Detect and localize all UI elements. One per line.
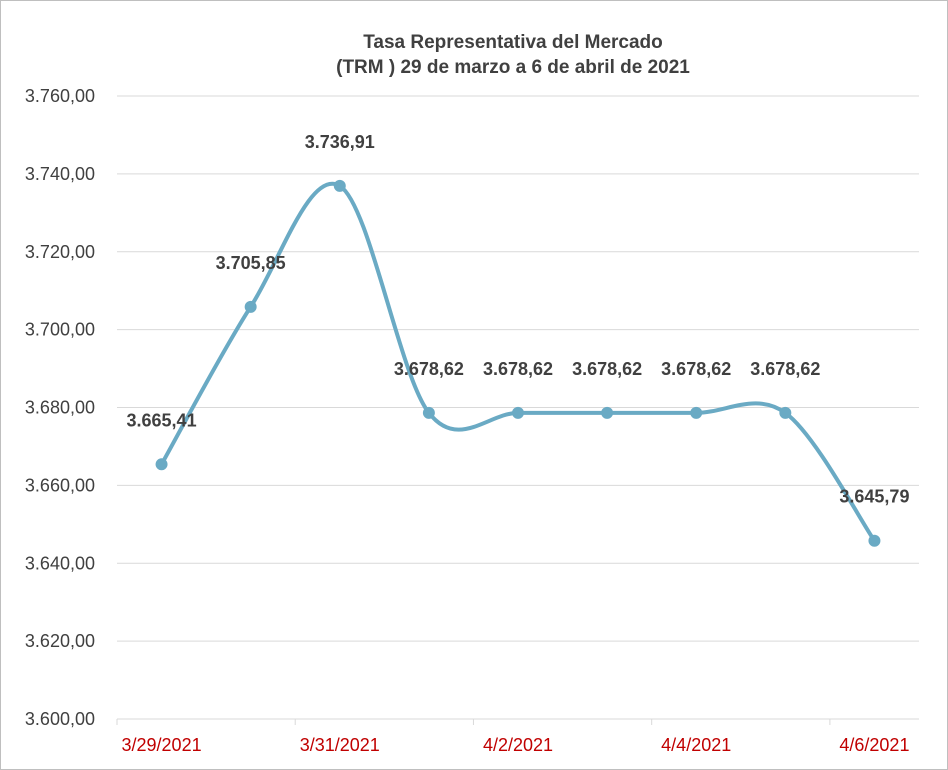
y-axis: 3.600,00 3.620,00 3.640,00 3.660,00 3.680,00… xyxy=(25,86,95,729)
y-tick-label: 3.720,00 xyxy=(25,242,95,262)
data-point xyxy=(333,179,346,192)
y-tick-label: 3.680,00 xyxy=(25,398,95,418)
x-tick-label: 3/31/2021 xyxy=(300,735,380,755)
grid-lines xyxy=(117,95,919,642)
data-label: 3.678,62 xyxy=(572,359,642,379)
data-point xyxy=(512,406,524,419)
x-tick-label: 3/29/2021 xyxy=(122,735,202,755)
data-point xyxy=(868,534,881,547)
y-tick-label: 3.620,00 xyxy=(25,631,95,651)
data-point xyxy=(601,406,614,419)
data-point xyxy=(244,300,257,313)
y-tick-label: 3.700,00 xyxy=(25,320,95,340)
data-point xyxy=(779,406,792,419)
chart-subtitle: (TRM ) 29 de marzo a 6 de abril de 2021 xyxy=(336,57,690,78)
y-tick-label: 3.640,00 xyxy=(25,553,95,573)
data-label: 3.645,79 xyxy=(839,487,909,507)
series-line xyxy=(159,181,877,543)
data-label: 3.678,62 xyxy=(483,359,553,379)
data-point xyxy=(690,406,703,419)
data-labels: 3.665,41 3.705,85 3.736,91 3.678,62 3.678,62… xyxy=(127,132,910,507)
y-tick-label: 3.660,00 xyxy=(25,475,95,495)
data-label: 3.665,41 xyxy=(127,410,197,430)
data-label: 3.678,62 xyxy=(661,359,731,379)
chart-title: Tasa Representativa del Mercado xyxy=(363,32,663,53)
data-point xyxy=(155,458,168,471)
data-points xyxy=(155,179,881,547)
x-tick-label: 4/2/2021 xyxy=(483,735,553,755)
data-label: 3.705,85 xyxy=(216,253,286,273)
data-label: 3.736,91 xyxy=(305,132,375,152)
y-tick-label: 3.740,00 xyxy=(25,164,95,184)
trm-series-line xyxy=(159,181,877,543)
data-label: 3.678,62 xyxy=(750,359,820,379)
data-point xyxy=(422,406,435,419)
x-tick-label: 4/4/2021 xyxy=(661,735,731,755)
data-label: 3.678,62 xyxy=(394,359,464,379)
y-tick-label: 3.760,00 xyxy=(25,86,95,106)
x-tick-label: 4/6/2021 xyxy=(839,735,909,755)
x-axis: 3/29/2021 3/31/2021 4/2/2021 4/4/2021 4/6/20… xyxy=(116,718,919,755)
y-tick-label: 3.600,00 xyxy=(25,709,95,729)
